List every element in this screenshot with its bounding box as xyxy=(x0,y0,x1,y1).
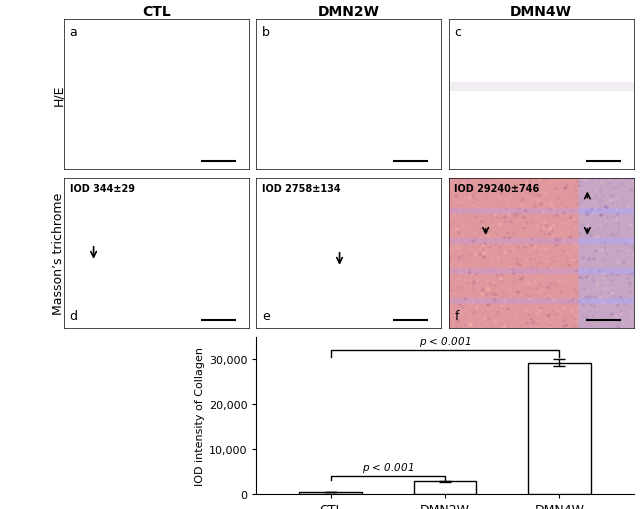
Bar xyxy=(300,492,362,494)
Y-axis label: H/E: H/E xyxy=(52,84,65,106)
Text: $p$ < 0.001: $p$ < 0.001 xyxy=(419,335,471,349)
Text: IOD 344±29: IOD 344±29 xyxy=(70,183,134,193)
Title: DMN2W: DMN2W xyxy=(318,5,380,19)
Bar xyxy=(528,363,591,494)
Title: DMN4W: DMN4W xyxy=(510,5,572,19)
Text: $p$ < 0.001: $p$ < 0.001 xyxy=(362,461,414,474)
Text: b: b xyxy=(262,26,269,39)
Text: c: c xyxy=(454,26,461,39)
Text: f: f xyxy=(454,309,459,322)
Bar xyxy=(413,482,476,494)
Text: e: e xyxy=(262,309,269,322)
Y-axis label: Masson’s trichrome: Masson’s trichrome xyxy=(52,192,65,315)
Title: CTL: CTL xyxy=(142,5,171,19)
Y-axis label: IOD intensity of Collagen: IOD intensity of Collagen xyxy=(195,346,205,485)
Text: d: d xyxy=(70,309,77,322)
Text: a: a xyxy=(70,26,77,39)
Text: IOD 2758±134: IOD 2758±134 xyxy=(262,183,340,193)
Text: IOD 29240±746: IOD 29240±746 xyxy=(454,183,540,193)
